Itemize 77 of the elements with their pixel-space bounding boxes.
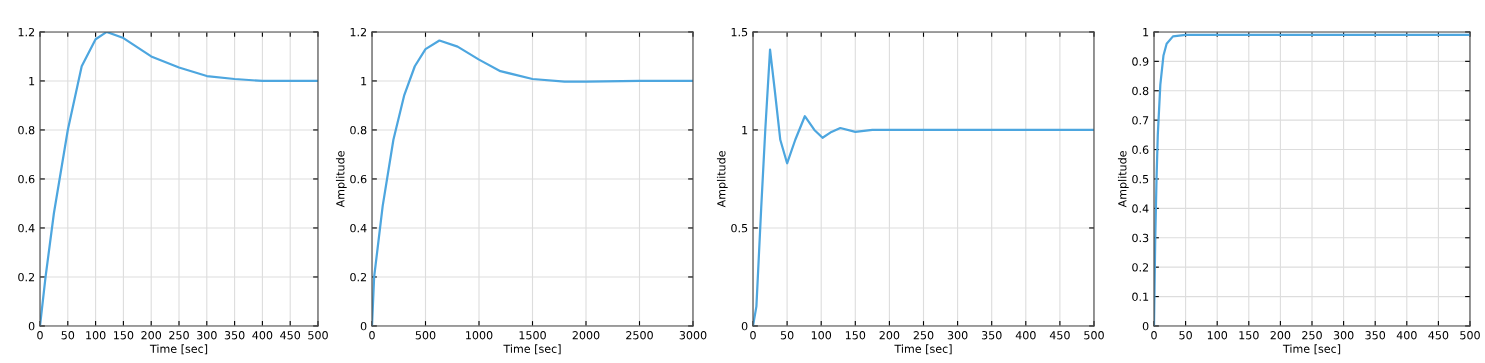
- y-tick-label: 0.3: [1132, 233, 1149, 243]
- x-tick-label: 250: [169, 331, 189, 340]
- y-tick-label: 0.7: [1132, 116, 1149, 125]
- x-tick-label: 500: [1460, 331, 1480, 340]
- y-axis-title: Amplitude: [1117, 151, 1129, 208]
- x-tick-label: 3000: [679, 331, 707, 340]
- x-tick-label: 100: [811, 331, 832, 340]
- y-tick-label: 1: [361, 77, 367, 86]
- x-tick-label: 100: [1207, 331, 1228, 340]
- x-tick-label: 200: [141, 331, 162, 340]
- x-tick-label: 1000: [466, 331, 493, 340]
- x-tick-label: 400: [1396, 331, 1417, 340]
- y-tick-label: 0: [1142, 321, 1149, 331]
- y-tick-label: 0.2: [350, 272, 367, 282]
- x-tick-label: 2000: [572, 331, 600, 340]
- y-tick-label: 0.4: [18, 223, 35, 233]
- x-tick-label: 0: [369, 331, 375, 340]
- y-tick-label: 1.2: [18, 27, 35, 37]
- y-tick-label: 0.8: [18, 125, 35, 135]
- x-tick-label: 300: [947, 331, 968, 340]
- x-tick-label: 500: [308, 331, 328, 340]
- x-tick-label: 450: [1428, 331, 1449, 340]
- x-tick-label: 500: [1084, 331, 1104, 340]
- x-tick-label: 150: [1239, 331, 1259, 340]
- x-axis-title: Time [sec]: [503, 344, 561, 355]
- y-tick-label: 0.1: [1132, 292, 1149, 301]
- y-tick-label: 0.5: [1132, 174, 1149, 184]
- x-tick-label: 50: [780, 331, 794, 340]
- y-axis-title: Amplitude: [716, 151, 728, 208]
- x-tick-label: 500: [415, 331, 436, 340]
- y-tick-label: 1: [1143, 28, 1149, 37]
- y-tick-label: 1.5: [731, 28, 748, 37]
- x-tick-label: 100: [86, 331, 106, 340]
- x-tick-label: 450: [280, 331, 301, 340]
- y-tick-label: 0.9: [1132, 57, 1149, 66]
- x-tick-label: 350: [981, 331, 1002, 340]
- x-tick-label: 150: [845, 331, 866, 340]
- x-tick-label: 1500: [519, 331, 546, 340]
- y-axis-title: Amplitude: [335, 151, 347, 208]
- y-tick-label: 0: [360, 321, 367, 331]
- x-tick-label: 0: [37, 331, 43, 340]
- x-tick-label: 300: [1333, 331, 1354, 340]
- x-tick-label: 200: [1270, 331, 1291, 340]
- y-tick-label: 0.4: [1132, 204, 1149, 213]
- y-tick-label: 0.8: [1132, 86, 1149, 96]
- y-tick-label: 0.8: [350, 125, 367, 135]
- x-tick-label: 250: [1302, 331, 1322, 340]
- y-tick-label: 0.5: [731, 223, 748, 233]
- x-axis-title: Time [sec]: [894, 344, 952, 355]
- x-tick-label: 350: [1365, 331, 1386, 340]
- y-tick-label: 1: [29, 77, 35, 86]
- x-tick-label: 50: [61, 331, 75, 340]
- x-tick-label: 0: [750, 331, 756, 340]
- x-tick-label: 200: [879, 331, 900, 340]
- x-tick-label: 350: [224, 331, 245, 340]
- y-tick-label: 0.2: [18, 272, 35, 282]
- x-tick-label: 150: [114, 331, 134, 340]
- y-tick-label: 0: [741, 321, 748, 331]
- y-tick-label: 0.6: [350, 174, 367, 184]
- x-tick-label: 250: [913, 331, 934, 340]
- y-tick-label: 0: [28, 321, 35, 331]
- x-axis-title: Time [sec]: [1282, 344, 1341, 355]
- y-tick-label: 0.6: [18, 174, 35, 184]
- x-tick-label: 400: [1015, 331, 1036, 340]
- y-tick-label: 0.6: [1132, 145, 1149, 154]
- y-tick-label: 0.4: [350, 223, 367, 233]
- x-tick-label: 400: [252, 331, 273, 340]
- x-tick-label: 300: [197, 331, 217, 340]
- y-tick-label: 1: [742, 126, 748, 135]
- line-series: [40, 31, 318, 326]
- x-tick-label: 0: [1151, 331, 1157, 340]
- x-tick-label: 2500: [626, 331, 653, 340]
- x-axis-title: Time [sec]: [149, 344, 208, 355]
- x-tick-label: 50: [1179, 331, 1192, 340]
- y-tick-label: 0.2: [1132, 263, 1149, 272]
- y-tick-label: 1.2: [350, 27, 367, 37]
- x-tick-label: 450: [1049, 331, 1070, 340]
